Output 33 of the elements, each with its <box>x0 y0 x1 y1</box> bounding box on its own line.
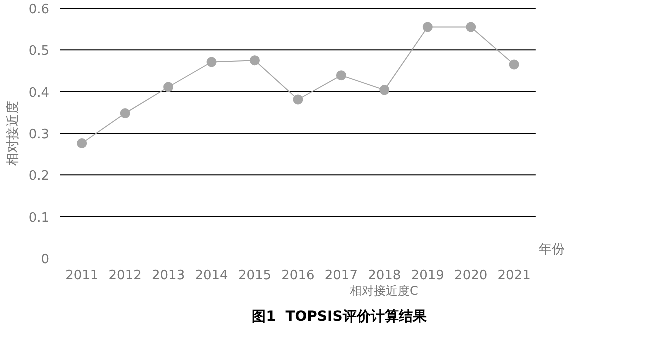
x-tick-label: 2016 <box>282 268 315 284</box>
point <box>422 22 433 32</box>
point <box>380 85 390 96</box>
y-tick-label: 0.3 <box>28 128 50 142</box>
y-tick-label: 0 <box>41 252 50 268</box>
y-tick-label: 0.1 <box>28 210 50 226</box>
point <box>120 108 130 118</box>
point <box>293 94 304 105</box>
point <box>77 138 88 148</box>
x-tick-label: 2021 <box>498 268 531 284</box>
x-tick-label: 2011 <box>66 268 99 284</box>
x-axis-title: 年份 <box>538 242 565 258</box>
point <box>250 56 260 66</box>
x-tick-label: 2020 <box>454 268 488 284</box>
point <box>164 82 174 92</box>
x-tick-label: 2014 <box>195 268 228 284</box>
x-tick-label: 2013 <box>152 268 186 284</box>
point <box>466 22 476 32</box>
y-tick-label: 0.2 <box>28 169 50 184</box>
y-tick-label: 0.4 <box>28 86 50 101</box>
x-tick-label: 2012 <box>108 268 142 284</box>
y-tick-label: 0.6 <box>28 2 50 18</box>
point <box>206 57 217 68</box>
y-tick-label: 0.5 <box>28 44 50 60</box>
y-axis-title: 相对接近度 <box>4 101 21 166</box>
text: 相对接近度C <box>350 283 418 300</box>
point <box>336 70 346 81</box>
x-tick-label: 2018 <box>368 268 402 284</box>
x-tick-label: 2019 <box>411 268 444 284</box>
point <box>509 60 520 70</box>
x-tick-label: 2015 <box>238 268 272 284</box>
text: 图1 TOPSIS评价计算结果 <box>252 308 427 327</box>
x-tick-label: 2017 <box>324 268 358 284</box>
